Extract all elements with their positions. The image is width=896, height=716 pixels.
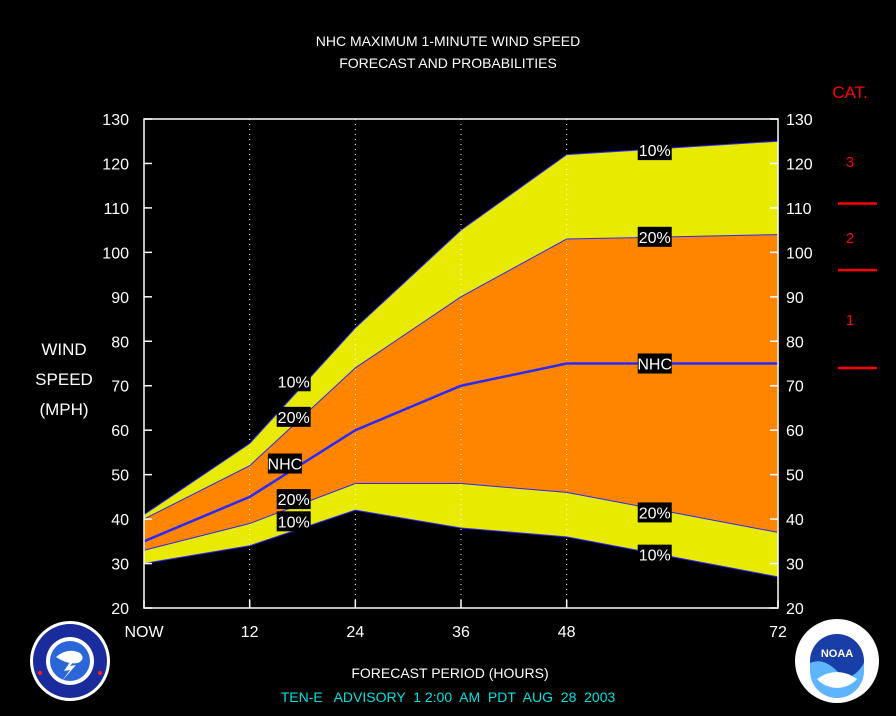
advisory-footer: TEN-E ADVISORY 1 2:00 AM PDT AUG 28 2003 bbox=[281, 689, 616, 705]
ytick-label-right-130: 130 bbox=[786, 112, 813, 129]
ytick-label-left-130: 130 bbox=[102, 112, 129, 129]
ytick-label-left-100: 100 bbox=[102, 245, 129, 262]
series-label-box-5 bbox=[637, 140, 672, 161]
ytick-label-left-40: 40 bbox=[111, 512, 129, 529]
category-header: CAT. bbox=[832, 83, 868, 102]
chart-title-line2: FORECAST AND PROBABILITIES bbox=[339, 55, 557, 71]
ytick-label-left-70: 70 bbox=[111, 379, 129, 396]
series-label-4: 10% bbox=[276, 511, 311, 532]
series-label-text-8: 20% bbox=[639, 505, 671, 522]
series-label-box-0 bbox=[276, 371, 311, 392]
series-label-box-8 bbox=[637, 502, 672, 523]
series-label-text-3: 20% bbox=[278, 492, 310, 509]
y-tick-labels-left: 20 30 40 50 60 70 80 90 100 110 120 130 bbox=[102, 112, 152, 618]
ytick-label-left-110: 110 bbox=[103, 201, 129, 218]
lower-10pct-line bbox=[143, 509, 779, 578]
series-label-text-1: 20% bbox=[278, 410, 310, 427]
series-label-box-3 bbox=[276, 489, 311, 510]
series-label-box-1 bbox=[276, 406, 311, 427]
series-label-6: 20% bbox=[637, 226, 672, 247]
series-label-5: 10% bbox=[637, 140, 672, 161]
series-label-box-6 bbox=[637, 226, 672, 247]
xtick-label-36: 36 bbox=[452, 624, 470, 641]
series-label-3: 20% bbox=[276, 489, 311, 510]
nhc-forecast-line bbox=[143, 362, 778, 543]
series-label-text-9: 10% bbox=[639, 548, 671, 565]
category-label-1: 1 bbox=[846, 312, 854, 329]
ytick-label-right-60: 60 bbox=[786, 423, 804, 440]
series-label-text-7: NHC bbox=[637, 357, 672, 374]
ytick-label-left-80: 80 bbox=[111, 334, 129, 351]
ytick-label-right-40: 40 bbox=[786, 512, 804, 529]
ytick-label-left-90: 90 bbox=[111, 290, 129, 307]
series-label-text-6: 20% bbox=[639, 230, 671, 247]
category-scale: 3 2 1 bbox=[838, 154, 877, 370]
ytick-label-left-50: 50 bbox=[111, 468, 129, 485]
ytick-label-right-100: 100 bbox=[786, 245, 813, 262]
y-axis-label-line2: SPEED bbox=[35, 370, 93, 389]
chart-title-line1: NHC MAXIMUM 1-MINUTE WIND SPEED bbox=[316, 33, 580, 49]
xtick-label-NOW: NOW bbox=[124, 624, 164, 641]
series-label-8: 20% bbox=[637, 502, 672, 523]
series-label-text-0: 10% bbox=[278, 374, 310, 391]
series-label-box-4 bbox=[276, 511, 311, 532]
ytick-label-right-70: 70 bbox=[786, 379, 804, 396]
series-labels: 10% 20% NHC 20% 10% 10% 20% NHC 20% 10% bbox=[267, 140, 672, 565]
upper-10pct-line bbox=[143, 140, 779, 516]
series-label-7: NHC bbox=[637, 353, 672, 374]
x-axis-label: FORECAST PERIOD (HOURS) bbox=[351, 665, 548, 681]
ytick-label-right-20: 20 bbox=[786, 601, 804, 618]
ytick-label-right-90: 90 bbox=[786, 290, 804, 307]
forecast-lines bbox=[143, 140, 779, 578]
series-label-box-7 bbox=[637, 353, 672, 374]
ytick-label-left-120: 120 bbox=[102, 156, 129, 173]
category-label-2: 2 bbox=[846, 230, 854, 247]
category-label-3: 3 bbox=[846, 154, 854, 171]
xtick-label-48: 48 bbox=[558, 624, 576, 641]
y-tick-labels-right: 20 30 40 50 60 70 80 90 100 110 120 130 bbox=[770, 112, 813, 618]
series-label-1: 20% bbox=[276, 406, 311, 427]
ytick-label-left-60: 60 bbox=[111, 423, 129, 440]
series-label-box-9 bbox=[637, 544, 672, 565]
series-label-text-5: 10% bbox=[639, 143, 671, 160]
series-label-text-4: 10% bbox=[278, 514, 310, 531]
ytick-label-right-120: 120 bbox=[786, 156, 813, 173]
x-tick-labels: NOW 12 24 36 48 72 bbox=[124, 600, 787, 641]
noaa-logo: NOAA bbox=[795, 619, 879, 703]
ytick-label-left-20: 20 bbox=[111, 601, 129, 618]
xtick-label-72: 72 bbox=[769, 624, 787, 641]
series-label-0: 10% bbox=[276, 371, 311, 392]
ytick-label-left-30: 30 bbox=[111, 557, 129, 574]
svg-text:NOAA: NOAA bbox=[821, 648, 853, 660]
y-axis-label-line1: WIND bbox=[41, 340, 86, 359]
series-label-2: NHC bbox=[267, 453, 303, 474]
ytick-label-right-30: 30 bbox=[786, 557, 804, 574]
xtick-label-12: 12 bbox=[241, 624, 259, 641]
series-label-9: 10% bbox=[637, 544, 672, 565]
nws-logo bbox=[30, 621, 110, 701]
ytick-label-right-110: 110 bbox=[786, 201, 812, 218]
y-axis-label-line3: (MPH) bbox=[39, 400, 88, 419]
series-label-text-2: NHC bbox=[268, 457, 303, 474]
lower-20pct-line bbox=[143, 483, 779, 551]
series-label-box-2 bbox=[267, 453, 302, 474]
inner-20pct-band bbox=[144, 234, 778, 551]
xtick-label-24: 24 bbox=[346, 624, 364, 641]
ytick-label-right-80: 80 bbox=[786, 334, 804, 351]
ytick-label-right-50: 50 bbox=[786, 468, 804, 485]
upper-20pct-line bbox=[143, 234, 779, 520]
